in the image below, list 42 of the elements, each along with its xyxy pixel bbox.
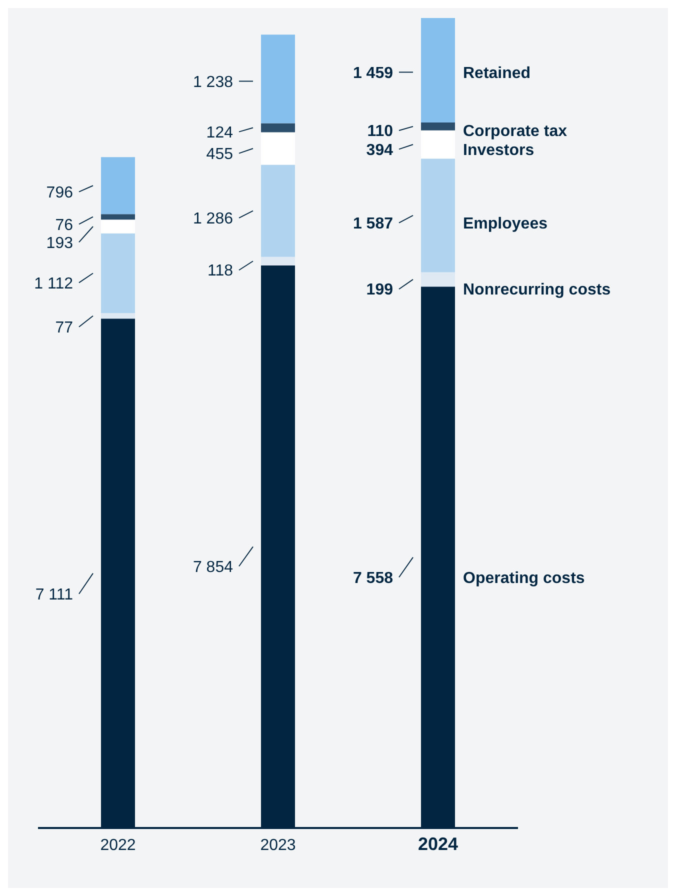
data-label: 394 <box>366 142 394 159</box>
bar <box>261 256 295 266</box>
bar <box>101 233 135 314</box>
data-label: 7 854 <box>192 558 234 576</box>
x-tick-label: 2023 <box>260 837 296 854</box>
x-tick-label: 2022 <box>100 837 136 854</box>
bar <box>421 122 455 130</box>
data-label: 7 111 <box>35 586 74 604</box>
data-label: 193 <box>46 234 74 252</box>
series-label: Retained <box>463 64 531 82</box>
series-label: Corporate tax <box>463 123 568 140</box>
bar <box>421 130 455 159</box>
data-label: 199 <box>366 282 394 299</box>
data-label: 110 <box>367 123 394 140</box>
bar <box>261 34 295 124</box>
series-label: Operating costs <box>463 570 585 587</box>
data-label: 124 <box>206 124 234 142</box>
bar <box>261 123 295 132</box>
x-tick-label: 2024 <box>418 834 458 854</box>
data-label: 77 <box>55 319 74 336</box>
bar <box>421 158 455 272</box>
data-label: 76 <box>55 216 74 234</box>
data-label: 1 286 <box>192 210 234 228</box>
bar <box>101 313 135 319</box>
series-label: Employees <box>463 215 548 232</box>
series-label: Nonrecurring costs <box>463 282 611 299</box>
data-label: 7 558 <box>352 570 394 587</box>
bar <box>421 18 455 123</box>
bar <box>101 157 135 214</box>
data-label: 1 238 <box>192 74 234 91</box>
data-label: 1 112 <box>34 275 74 292</box>
data-label: 1 587 <box>352 215 394 232</box>
bar <box>421 272 455 287</box>
bar <box>261 164 295 257</box>
bar <box>261 132 295 165</box>
bar <box>101 214 135 220</box>
bar <box>101 220 135 234</box>
data-label: 1 459 <box>352 64 394 82</box>
data-label: 455 <box>206 146 234 163</box>
data-label: 796 <box>46 184 74 202</box>
series-label: Investors <box>463 142 534 159</box>
data-label: 118 <box>207 262 234 280</box>
